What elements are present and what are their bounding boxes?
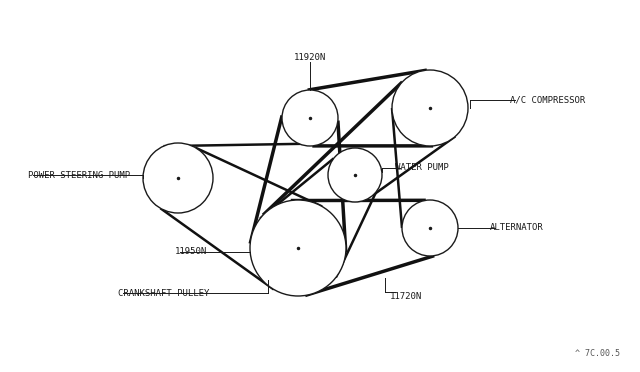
Circle shape [328, 148, 382, 202]
Circle shape [250, 200, 346, 296]
Text: POWER STEERING PUMP: POWER STEERING PUMP [28, 170, 130, 180]
Text: 11920N: 11920N [294, 53, 326, 62]
Circle shape [402, 200, 458, 256]
Text: A/C COMPRESSOR: A/C COMPRESSOR [510, 96, 585, 105]
Text: 11720N: 11720N [390, 292, 422, 301]
Text: CRANKSHAFT PULLEY: CRANKSHAFT PULLEY [118, 289, 209, 298]
Circle shape [282, 90, 338, 146]
Circle shape [143, 143, 213, 213]
Text: WATER PUMP: WATER PUMP [395, 164, 449, 173]
Text: ^ 7C.00.5: ^ 7C.00.5 [575, 349, 620, 358]
Text: ALTERNATOR: ALTERNATOR [490, 224, 544, 232]
Text: 11950N: 11950N [175, 247, 207, 257]
Circle shape [392, 70, 468, 146]
